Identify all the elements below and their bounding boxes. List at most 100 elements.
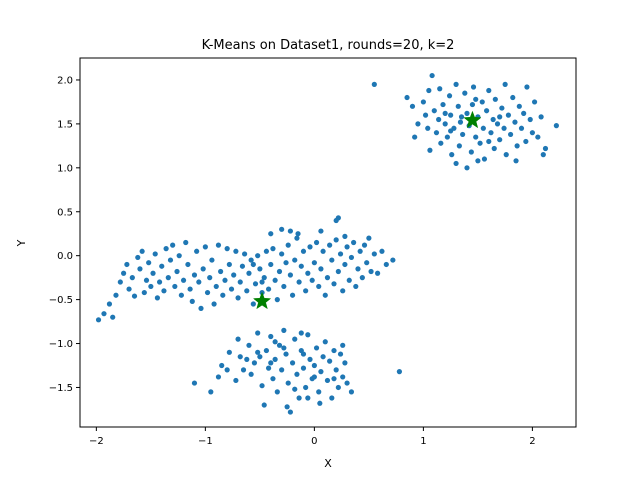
data-point xyxy=(523,138,529,145)
data-point xyxy=(152,251,158,257)
data-point xyxy=(491,145,497,152)
data-point xyxy=(379,248,385,254)
data-point xyxy=(121,270,127,276)
data-point xyxy=(135,254,141,261)
data-point xyxy=(255,349,261,355)
data-point xyxy=(329,395,335,401)
data-point xyxy=(542,145,549,152)
y-tick-label: −1.0 xyxy=(49,339,73,350)
data-point xyxy=(448,112,454,118)
data-point xyxy=(431,108,437,114)
data-point xyxy=(159,263,165,269)
data-point xyxy=(320,248,326,254)
data-point xyxy=(272,277,278,283)
data-point xyxy=(481,156,488,162)
x-tick-label: 0 xyxy=(311,436,317,447)
data-point xyxy=(198,305,204,311)
data-point xyxy=(191,380,198,386)
data-point xyxy=(535,134,541,140)
data-point xyxy=(189,298,195,304)
data-point xyxy=(458,114,465,120)
y-tick-label: 0.0 xyxy=(57,251,73,262)
data-point xyxy=(287,272,293,278)
data-point xyxy=(257,354,263,360)
y-tick-label: 2.0 xyxy=(57,75,73,86)
data-point xyxy=(313,239,320,246)
data-point xyxy=(480,125,486,131)
x-tick-label: 1 xyxy=(420,436,426,447)
data-point xyxy=(320,354,326,360)
data-point xyxy=(174,268,180,275)
data-point xyxy=(429,72,435,79)
data-point xyxy=(281,283,287,290)
data-point xyxy=(270,376,276,382)
data-point xyxy=(141,289,147,296)
data-point xyxy=(257,266,263,272)
data-point xyxy=(427,147,433,153)
data-point xyxy=(538,114,544,120)
data-point xyxy=(248,371,254,377)
data-point xyxy=(300,351,307,357)
data-point xyxy=(371,81,377,87)
data-point xyxy=(329,257,335,263)
data-point xyxy=(268,360,274,366)
data-point xyxy=(331,347,337,354)
data-point xyxy=(364,260,370,266)
data-point xyxy=(259,279,265,285)
data-point xyxy=(437,86,443,92)
data-point xyxy=(292,257,298,263)
y-tick-label: 1.5 xyxy=(57,119,73,130)
data-point xyxy=(250,261,256,268)
data-point xyxy=(170,242,176,248)
data-point xyxy=(237,279,243,285)
data-point xyxy=(390,257,396,263)
data-point xyxy=(244,288,250,294)
data-point xyxy=(279,226,285,232)
data-point xyxy=(139,248,145,254)
data-point xyxy=(331,376,337,382)
data-point xyxy=(233,248,239,254)
data-point xyxy=(305,270,311,276)
data-point xyxy=(215,242,222,248)
data-point xyxy=(281,327,287,333)
data-point xyxy=(274,297,280,303)
data-point xyxy=(344,244,350,250)
data-point xyxy=(470,84,477,90)
data-point xyxy=(224,246,230,252)
data-point xyxy=(453,81,459,87)
data-point xyxy=(146,260,152,266)
data-point xyxy=(426,87,432,94)
data-point xyxy=(415,121,421,127)
data-point xyxy=(176,253,182,259)
data-point xyxy=(296,395,302,401)
data-point xyxy=(331,281,337,287)
data-point xyxy=(503,152,509,158)
data-point xyxy=(202,244,208,250)
data-point xyxy=(348,389,355,395)
data-point xyxy=(295,231,301,237)
data-point xyxy=(340,288,346,294)
data-point xyxy=(196,279,202,285)
data-point xyxy=(235,336,241,342)
data-point xyxy=(335,384,341,391)
data-point xyxy=(292,386,298,392)
y-tick-label: 0.5 xyxy=(57,207,73,218)
data-point xyxy=(464,165,470,171)
data-point xyxy=(183,239,189,246)
data-point xyxy=(263,248,270,254)
data-point xyxy=(457,119,464,125)
data-point xyxy=(220,292,226,298)
data-point xyxy=(324,275,331,281)
data-point xyxy=(287,228,293,234)
data-point xyxy=(180,277,187,283)
data-point xyxy=(272,339,278,345)
data-point xyxy=(250,301,256,307)
data-point xyxy=(477,140,483,146)
data-point xyxy=(208,389,214,395)
data-point xyxy=(444,134,450,140)
y-tick-label: −1.5 xyxy=(49,383,73,394)
data-point xyxy=(318,228,324,234)
data-point xyxy=(505,112,512,118)
data-point xyxy=(514,143,520,149)
